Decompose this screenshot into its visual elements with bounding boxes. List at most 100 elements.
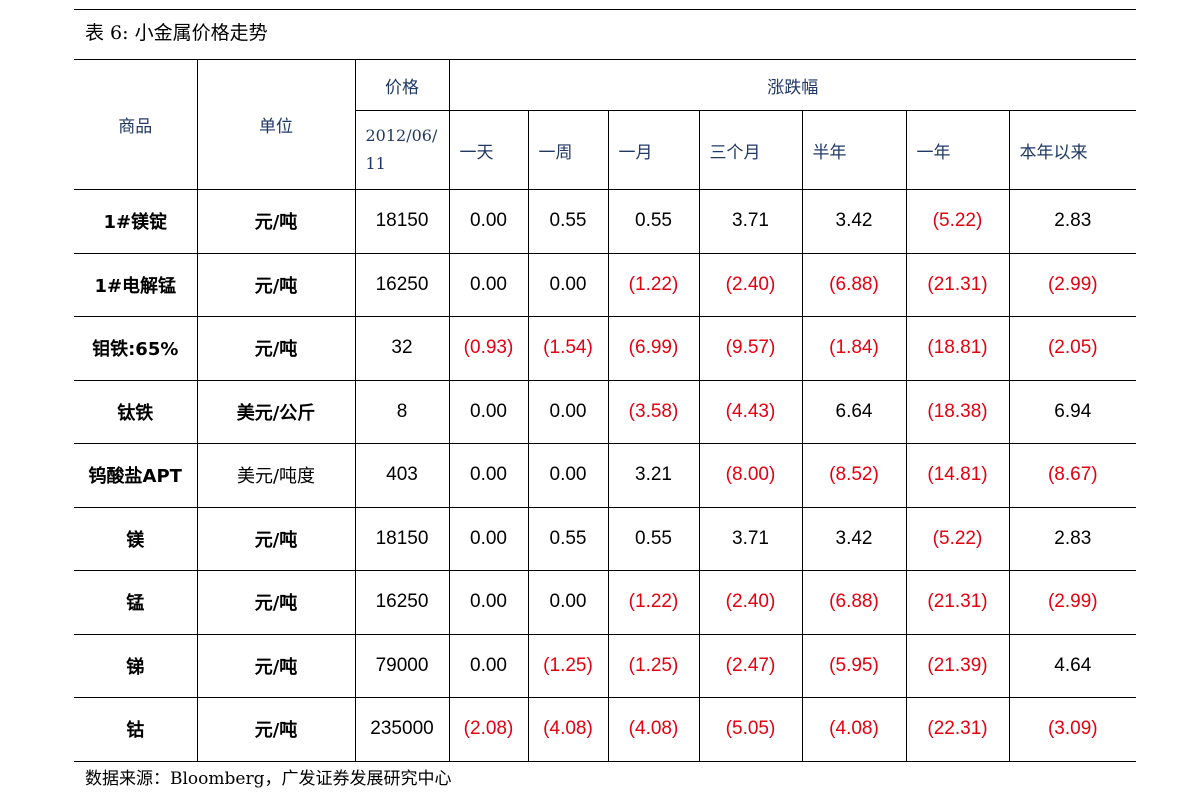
header-date: 2012/06/11	[354, 110, 449, 190]
table-row: 钼铁:65% 元/吨 32 (0.93) (1.54) (6.99) (9.57) (1.84…	[74, 316, 1137, 380]
change-cell: (18.38)	[905, 379, 1009, 444]
change-cell: 0.55	[527, 189, 608, 253]
unit-cell: 元/吨	[196, 697, 355, 762]
unit-cell: 元/吨	[196, 633, 355, 698]
unit-cell: 美元/公斤	[196, 379, 355, 444]
change-cell: (8.67)	[1008, 443, 1137, 507]
change-cell: 0.00	[527, 379, 608, 444]
change-cell: (5.95)	[801, 633, 906, 698]
unit-cell: 元/吨	[196, 506, 355, 571]
commodity-name: 锰	[74, 570, 197, 634]
change-cell: (2.47)	[698, 633, 802, 698]
change-cell: (1.84)	[801, 316, 906, 380]
change-cell: (4.08)	[527, 697, 608, 762]
change-cell: (4.08)	[607, 697, 699, 762]
change-cell: 0.00	[448, 443, 528, 507]
change-cell: (0.93)	[448, 316, 528, 380]
change-cell: (2.40)	[698, 570, 802, 634]
change-cell: 0.00	[448, 379, 528, 444]
change-cell: (8.00)	[698, 443, 802, 507]
table-row: 锑元/吨 79000 0.00 (1.25) (1.25) (2.47) (5.95) (21…	[74, 633, 1137, 698]
change-cell: 0.55	[527, 506, 608, 571]
commodity-name: 1#电解锰	[74, 252, 197, 317]
header-period: 一月	[607, 110, 699, 190]
price-cell: 16250	[354, 570, 449, 634]
change-cell: (14.81)	[905, 443, 1009, 507]
change-cell: 3.21	[607, 443, 699, 507]
commodity-name: 钛铁	[74, 379, 197, 444]
change-cell: 0.00	[448, 189, 528, 253]
minor-metals-price-table: 商品 单位 价格 涨跌幅 2012/06/11 一天 一周 一月 三个月 半年 一年 本年以…	[74, 59, 1137, 762]
change-cell: (21.31)	[905, 570, 1009, 634]
header-item: 商品	[74, 59, 197, 190]
unit-cell: 元/吨	[196, 316, 355, 380]
change-cell: (5.22)	[905, 506, 1009, 571]
change-cell: (2.40)	[698, 252, 802, 317]
unit-cell: 元/吨	[196, 570, 355, 634]
change-cell: 6.94	[1008, 379, 1137, 444]
change-cell: (18.81)	[905, 316, 1009, 380]
change-cell: (6.99)	[607, 316, 699, 380]
price-cell: 32	[354, 316, 449, 380]
table-title: 表 6: 小金属价格走势	[85, 22, 268, 44]
table-row: 钴元/吨 235000 (2.08) (4.08) (4.08) (5.05) (4.08)…	[74, 697, 1137, 762]
price-cell: 235000	[354, 697, 449, 762]
top-rule	[74, 9, 1136, 10]
header-period: 半年	[801, 110, 906, 190]
header-period: 一周	[527, 110, 608, 190]
change-cell: (21.31)	[905, 252, 1009, 317]
commodity-name: 钼铁:65%	[74, 316, 197, 380]
change-cell: 0.00	[448, 633, 528, 698]
table-row: 1#电解锰 元/吨 16250 0.00 0.00 (1.22) (2.40) (6.88)(…	[74, 252, 1137, 317]
unit-cell: 元/吨	[196, 252, 355, 317]
change-cell: (4.08)	[801, 697, 906, 762]
change-cell: (8.52)	[801, 443, 906, 507]
change-cell: (2.99)	[1008, 570, 1137, 634]
table-row: 钨酸盐APT 美元/吨度 403 0.00 0.00 3.21 (8.00) (8.52) (1…	[74, 443, 1137, 507]
change-cell: 0.00	[448, 570, 528, 634]
change-cell: (3.58)	[607, 379, 699, 444]
price-cell: 403	[354, 443, 449, 507]
commodity-name: 锑	[74, 633, 197, 698]
change-cell: (1.54)	[527, 316, 608, 380]
header-price: 价格	[354, 59, 449, 111]
header-period: 本年以来	[1008, 110, 1137, 190]
price-cell: 79000	[354, 633, 449, 698]
change-cell: (2.08)	[448, 697, 528, 762]
unit-cell: 元/吨	[196, 189, 355, 253]
header-unit: 单位	[196, 59, 355, 190]
change-cell: 0.00	[448, 506, 528, 571]
change-cell: 0.00	[527, 570, 608, 634]
change-cell: (1.25)	[607, 633, 699, 698]
change-cell: (1.22)	[607, 570, 699, 634]
change-cell: (6.88)	[801, 570, 906, 634]
change-cell: 2.83	[1008, 189, 1137, 253]
change-cell: (1.22)	[607, 252, 699, 317]
header-change: 涨跌幅	[448, 59, 1137, 111]
change-cell: (6.88)	[801, 252, 906, 317]
commodity-name: 1#镁锭	[74, 189, 197, 253]
change-cell: 2.83	[1008, 506, 1137, 571]
change-cell: 0.00	[448, 252, 528, 317]
commodity-name: 镁	[74, 506, 197, 571]
change-cell: (21.39)	[905, 633, 1009, 698]
change-cell: (1.25)	[527, 633, 608, 698]
table-row: 1#镁锭 元/吨 18150 0.00 0.55 0.55 3.71 3.42 (5.22) 2.…	[74, 189, 1137, 253]
header-period: 一年	[905, 110, 1009, 190]
change-cell: 6.64	[801, 379, 906, 444]
commodity-name: 钴	[74, 697, 197, 762]
price-cell: 8	[354, 379, 449, 444]
table-row: 锰元/吨 16250 0.00 0.00 (1.22) (2.40) (6.88) (21.3…	[74, 570, 1137, 634]
table-row: 镁元/吨 18150 0.00 0.55 0.55 3.71 3.42 (5.22) 2.83	[74, 506, 1137, 571]
change-cell: (22.31)	[905, 697, 1009, 762]
change-cell: 3.71	[698, 189, 802, 253]
header-period: 三个月	[698, 110, 802, 190]
header-period: 一天	[448, 110, 528, 190]
change-cell: 4.64	[1008, 633, 1137, 698]
change-cell: (2.99)	[1008, 252, 1137, 317]
table-row: 钛铁 美元/公斤 8 0.00 0.00 (3.58) (4.43) 6.64 (18.38) 6…	[74, 379, 1137, 444]
price-cell: 18150	[354, 506, 449, 571]
change-cell: 3.71	[698, 506, 802, 571]
change-cell: 3.42	[801, 506, 906, 571]
change-cell: 3.42	[801, 189, 906, 253]
